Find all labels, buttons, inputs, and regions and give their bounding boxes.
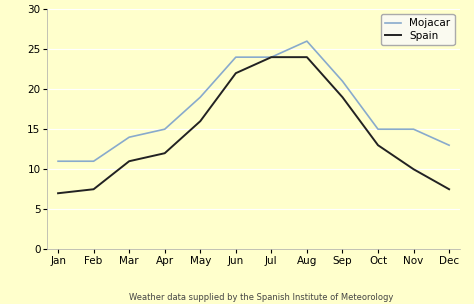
Spain [446,187,452,191]
Mojacar [126,135,132,139]
Mojacar [233,55,238,59]
Mojacar [91,159,97,163]
Mojacar [339,79,345,83]
Mojacar [446,143,452,147]
Spain [339,95,345,99]
Mojacar [375,127,381,131]
Spain [162,151,168,155]
Spain [91,187,97,191]
Spain [410,168,416,171]
Mojacar [304,39,310,43]
Spain [55,192,61,195]
Spain [233,71,238,75]
Line: Mojacar: Mojacar [58,41,449,161]
Spain [304,55,310,59]
Mojacar [162,127,168,131]
Mojacar [55,159,61,163]
Mojacar [197,95,203,99]
Text: Weather data supplied by the Spanish Institute of Meteorology: Weather data supplied by the Spanish Ins… [128,293,393,302]
Mojacar [268,55,274,59]
Spain [375,143,381,147]
Spain [268,55,274,59]
Mojacar [410,127,416,131]
Spain [126,159,132,163]
Legend: Mojacar, Spain: Mojacar, Spain [381,14,455,45]
Spain [197,119,203,123]
Line: Spain: Spain [58,57,449,193]
